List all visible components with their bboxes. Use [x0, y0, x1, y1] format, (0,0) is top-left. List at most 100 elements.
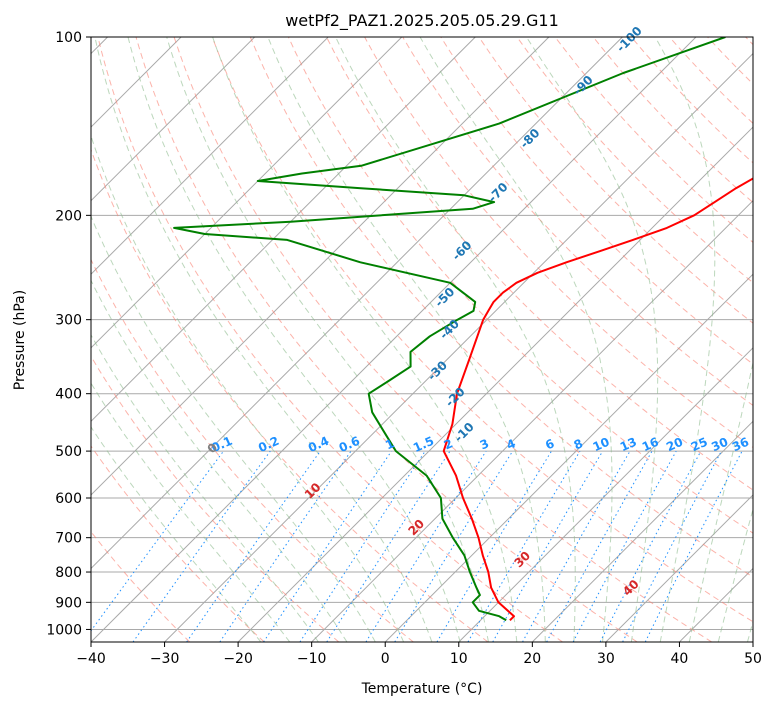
- data-series: [173, 37, 753, 622]
- moist-adiabat: [91, 426, 262, 642]
- isotherm-line: [91, 37, 550, 496]
- x-tick-label: −10: [297, 651, 327, 667]
- isotherm-line: [91, 37, 329, 275]
- dry-adiabat-label: 40: [620, 577, 642, 599]
- mixing-ratio-label: 0.2: [256, 434, 281, 455]
- x-tick-label: 30: [597, 651, 615, 667]
- x-tick-label: 50: [744, 651, 762, 667]
- mixing-ratio-label: 13: [618, 435, 639, 455]
- mixing-ratio-line: [644, 450, 743, 642]
- x-tick-label: −40: [76, 651, 106, 667]
- moist-adiabat: [525, 37, 659, 642]
- moist-adiabat: [717, 507, 753, 642]
- dry-adiabat: [91, 148, 489, 642]
- moist-adiabat: [94, 37, 433, 642]
- mixing-ratio-label: 30: [709, 435, 730, 455]
- temperature-line: [442, 177, 753, 622]
- moist-adiabat: [335, 37, 576, 642]
- mixing-ratio-label: 20: [664, 435, 685, 455]
- isotherm-line: [679, 567, 753, 642]
- moist-adiabat: [212, 37, 518, 642]
- dry-adiabat: [211, 37, 753, 623]
- x-tick-label: 40: [670, 651, 688, 667]
- mixing-ratio-label: 0.4: [306, 434, 331, 455]
- y-tick-label: 100: [55, 30, 82, 46]
- moist-adiabat-label: -100: [614, 24, 645, 55]
- background-lines: [91, 37, 753, 642]
- mixing-ratio-line: [219, 450, 352, 642]
- mixing-ratio-line: [365, 450, 487, 642]
- isotherm-line: [458, 347, 753, 642]
- mixing-ratio-line: [522, 450, 631, 642]
- y-tick-label: 200: [55, 208, 82, 224]
- isotherm-line: [91, 37, 476, 423]
- mixing-ratio-line: [436, 450, 552, 642]
- axis-ticks: −40 −30 −20 −10 0 10 20 30 40 5010020030040050060…: [46, 30, 762, 667]
- x-tick-label: 10: [450, 651, 468, 667]
- mixing-ratio-label: 25: [689, 435, 710, 455]
- moist-adiabat-label: -20: [443, 385, 468, 410]
- dry-adiabat: [249, 37, 753, 578]
- moist-adiabat: [91, 134, 405, 642]
- y-tick-label: 800: [55, 565, 82, 581]
- moist-adiabat: [166, 37, 489, 642]
- dry-adiabat: [402, 37, 753, 407]
- line-labels: 0.1 0.2 0.4 0.6 1 1.5 2 3 4 6 8 10 13 16 20 25 30 3601020…: [204, 24, 750, 599]
- isotherm-line: [164, 52, 753, 642]
- dry-adiabat: [91, 530, 191, 642]
- moist-adiabat-label: -40: [437, 317, 462, 342]
- mixing-ratio-line: [546, 450, 653, 642]
- dry-adiabat: [440, 37, 753, 365]
- mixing-ratio-line: [91, 450, 224, 632]
- mixing-ratio-line: [132, 450, 271, 642]
- plot-frame: [90, 36, 754, 643]
- dry-adiabat: [91, 355, 340, 642]
- moist-adiabat-label: -60: [449, 238, 474, 263]
- dry-adiabat-label: 30: [512, 549, 534, 571]
- dry-adiabat: [326, 37, 753, 491]
- dry-adiabat: [173, 37, 713, 642]
- dry-adiabat: [91, 445, 265, 642]
- y-tick-label: 500: [55, 444, 82, 460]
- dry-adiabat: [91, 258, 414, 642]
- mixing-ratio-label: 3: [478, 436, 491, 452]
- mixing-ratio-label: 1.5: [411, 434, 436, 455]
- dry-adiabat: [478, 37, 753, 324]
- moist-adiabat-label: -50: [432, 285, 457, 310]
- moist-adiabat: [91, 333, 319, 642]
- dry-adiabat: [135, 37, 638, 642]
- mixing-ratio-label: 36: [730, 435, 751, 455]
- mixing-ratio-label: 10: [591, 435, 612, 455]
- mixing-ratio-line: [394, 450, 514, 642]
- mixing-ratio-line: [492, 450, 604, 642]
- dry-adiabat: [745, 37, 753, 46]
- isotherm-line: [531, 420, 753, 642]
- x-tick-label: −30: [150, 651, 180, 667]
- dry-adiabat: [516, 37, 753, 284]
- y-tick-label: 300: [55, 313, 82, 329]
- moist-adiabat: [91, 214, 376, 642]
- mixing-ratio-line: [299, 450, 426, 642]
- y-tick-label: 700: [55, 531, 82, 547]
- moist-adiabat: [747, 619, 753, 642]
- mixing-ratio-line: [326, 450, 451, 642]
- moist-adiabat: [419, 37, 613, 642]
- dry-adiabat: [97, 37, 563, 642]
- y-axis-title: Pressure (hPa): [12, 290, 28, 390]
- chart-title: wetPf2_PAZ1.2025.205.05.29.G11: [285, 11, 559, 31]
- dry-adiabat: [630, 37, 753, 164]
- x-axis-title: Temperature (°C): [361, 681, 483, 697]
- moist-adiabat: [127, 37, 461, 642]
- y-tick-label: 900: [55, 595, 82, 611]
- isotherm-line: [311, 199, 753, 642]
- moist-adiabat-label: -30: [425, 358, 450, 383]
- isotherm-line: [752, 641, 753, 642]
- dry-adiabat: [669, 37, 753, 125]
- mixing-ratio-line: [572, 450, 677, 642]
- moist-adiabat-label: -10: [452, 420, 477, 445]
- x-tick-label: 20: [523, 651, 541, 667]
- mixing-ratio-label: 16: [640, 435, 661, 455]
- mixing-ratio-label: 6: [543, 436, 556, 452]
- isotherm-line: [91, 37, 623, 570]
